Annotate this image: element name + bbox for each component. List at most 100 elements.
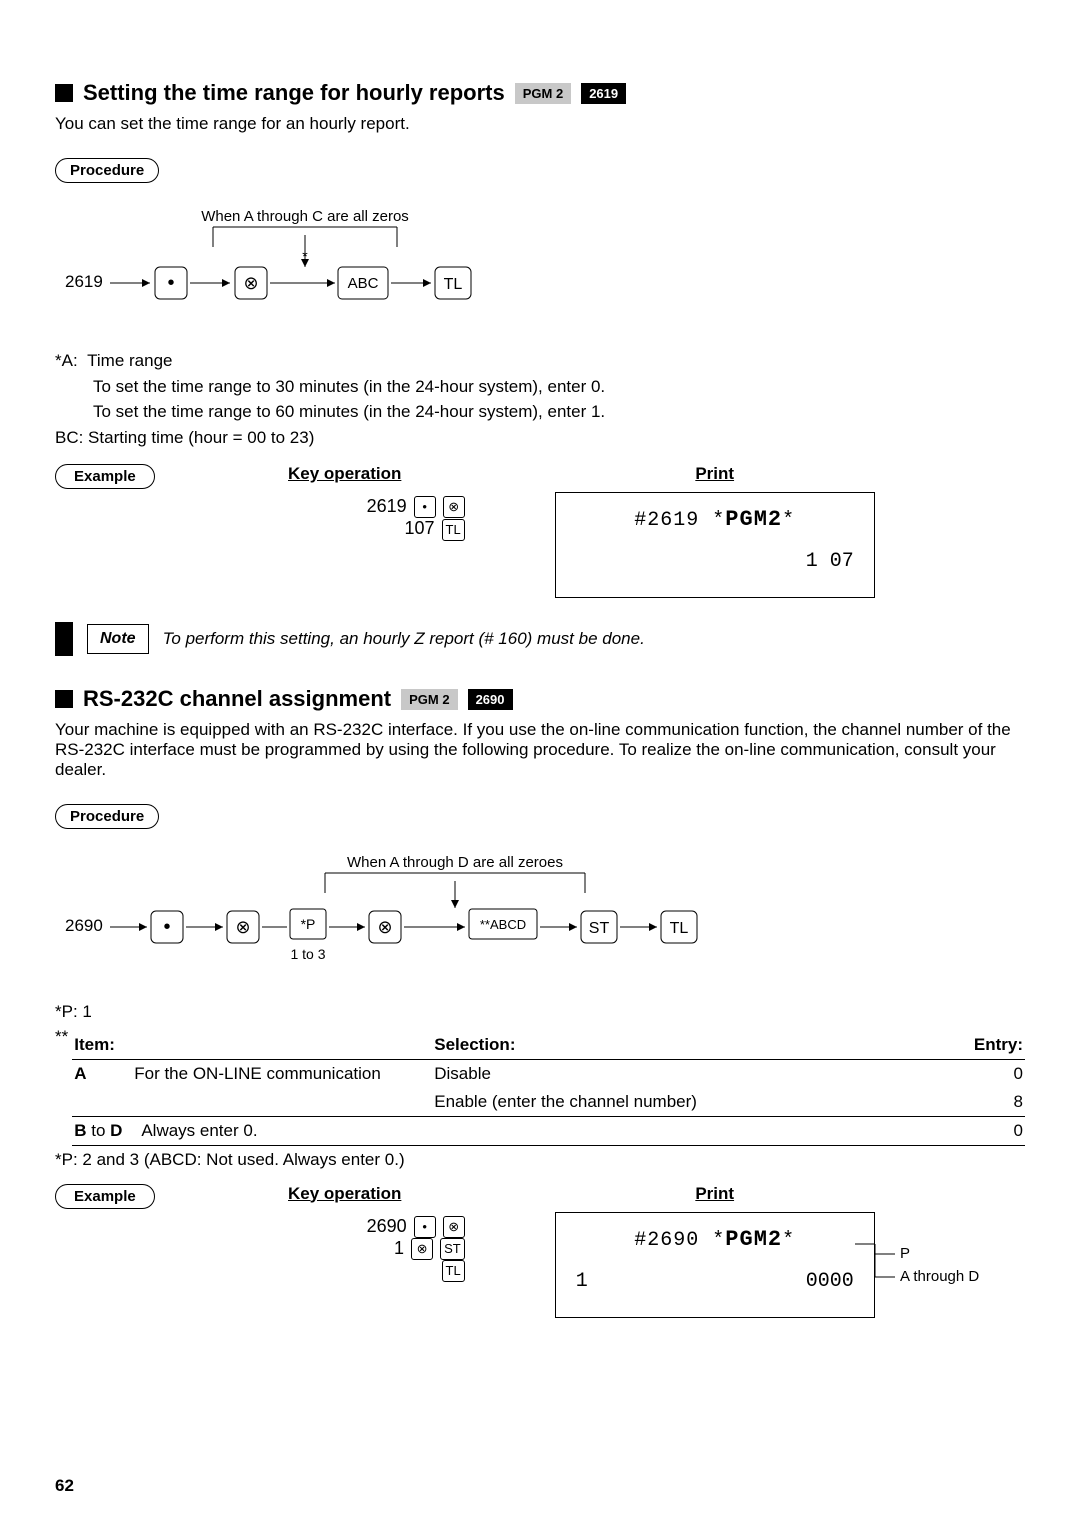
svg-text:ABC: ABC <box>348 275 379 292</box>
print-output-1: #2619 *PGM2* 1 07 <box>555 492 875 598</box>
table-row: Enable (enter the channel number) 8 <box>72 1088 1025 1117</box>
table-footnote: *P: 2 and 3 (ABCD: Not used. Always ente… <box>55 1150 1025 1170</box>
cell: Disable <box>432 1059 945 1088</box>
note-text: To perform this setting, an hourly Z rep… <box>163 629 645 649</box>
table-star: ** <box>55 1027 68 1047</box>
procedure-2-diagram: When A through D are all zeroes 2690 • ⊗… <box>55 853 1025 983</box>
print-output-2: #2690 *PGM2* 1 0000 <box>555 1212 875 1318</box>
svg-text:*: * <box>302 248 308 264</box>
svg-text:•: • <box>163 916 170 938</box>
page-number: 62 <box>55 1476 74 1496</box>
def-a-label: *A: <box>55 351 78 370</box>
x-key-icon: ⊗ <box>443 496 465 518</box>
th-entry: Entry: <box>945 1031 1025 1060</box>
dot-key-icon: • <box>414 496 436 518</box>
print-left: 1 <box>576 1270 588 1293</box>
cell: Always enter 0. <box>141 1121 257 1140</box>
svg-text:A through D: A through D <box>900 1268 979 1285</box>
square-icon <box>55 690 73 708</box>
th-item: Item: <box>72 1031 132 1060</box>
print-head: Print <box>555 1184 875 1204</box>
section-2-header: RS-232C channel assignment PGM 2 2690 <box>55 686 1025 712</box>
print-pgm: PGM2 <box>725 1227 782 1252</box>
section-1-definitions: *A: Time range To set the time range to … <box>55 348 1025 450</box>
example-1: Example Key operation 2619 • ⊗ 107 TL Pr… <box>55 464 1025 598</box>
svg-text:2619: 2619 <box>65 272 103 291</box>
annotation-lines: P A through D <box>855 1229 1005 1309</box>
procedure-label-2: Procedure <box>55 804 159 829</box>
section-1-title: Setting the time range for hourly report… <box>83 80 505 106</box>
print-value: 1 07 <box>576 550 854 573</box>
badge-code: 2690 <box>468 689 513 710</box>
def-a-line1: To set the time range to 30 minutes (in … <box>93 374 1025 400</box>
keyop-head: Key operation <box>195 464 495 484</box>
def-a-title: Time range <box>87 351 172 370</box>
svg-text:When A through D are all zeroe: When A through D are all zeroes <box>347 854 563 871</box>
print-pgm: PGM2 <box>725 507 782 532</box>
cell: 0 <box>945 1116 1025 1145</box>
svg-text:⊗: ⊗ <box>243 273 258 293</box>
cell: Enable (enter the channel number) <box>432 1088 945 1117</box>
th-selection: Selection: <box>432 1031 945 1060</box>
badge-pgm2: PGM 2 <box>515 83 571 104</box>
def-a-line2: To set the time range to 60 minutes (in … <box>93 399 1025 425</box>
section-2-intro: Your machine is equipped with an RS-232C… <box>55 720 1025 780</box>
svg-text:2690: 2690 <box>65 916 103 935</box>
procedure-1-diagram: When A through C are all zeros 2619 • ⊗ … <box>55 207 1025 332</box>
keyop-num: 2690 <box>367 1216 407 1236</box>
keyop-body-1: 2619 • ⊗ 107 TL <box>195 496 495 541</box>
cell: A <box>72 1059 132 1088</box>
selection-table: Item: Selection: Entry: A For the ON-LIN… <box>72 1031 1025 1146</box>
badge-pgm2: PGM 2 <box>401 689 457 710</box>
procedure-label: Procedure <box>55 158 159 183</box>
print-head: Print <box>555 464 875 484</box>
print-right: 0000 <box>806 1270 854 1293</box>
print-star: * <box>782 1229 795 1252</box>
cell: For the ON-LINE communication <box>132 1059 432 1088</box>
note-row: Note To perform this setting, an hourly … <box>55 622 1025 656</box>
st-key-icon: ST <box>440 1238 465 1260</box>
cell: D <box>110 1121 122 1140</box>
svg-text:TL: TL <box>670 920 689 937</box>
print-header-text: #2619 * <box>634 509 725 532</box>
example-2: Example Key operation 2690 • ⊗ 1 ⊗ ST TL… <box>55 1184 1025 1318</box>
section-1-intro: You can set the time range for an hourly… <box>55 114 1025 134</box>
svg-text:⊗: ⊗ <box>235 917 250 937</box>
section-1-header: Setting the time range for hourly report… <box>55 80 1025 106</box>
keyop-num-2: 107 <box>404 518 434 538</box>
table-row: B to D Always enter 0. 0 <box>72 1116 1025 1145</box>
print-header-text: #2690 * <box>634 1229 725 1252</box>
svg-text:P: P <box>900 1245 910 1262</box>
svg-text:ST: ST <box>589 920 610 937</box>
tl-key-icon: TL <box>442 1260 465 1282</box>
cell: 0 <box>945 1059 1025 1088</box>
x-key-icon: ⊗ <box>411 1238 433 1260</box>
svg-text:•: • <box>167 272 174 294</box>
dot-key-icon: • <box>414 1216 436 1238</box>
note-marker-icon <box>55 622 73 656</box>
cell: B <box>74 1121 86 1140</box>
x-key-icon: ⊗ <box>443 1216 465 1238</box>
svg-text:*P: *P <box>301 916 316 932</box>
keyop-head: Key operation <box>195 1184 495 1204</box>
example-label: Example <box>55 464 155 489</box>
svg-text:TL: TL <box>444 276 463 293</box>
svg-text:1 to 3: 1 to 3 <box>290 946 325 962</box>
keyop-num: 1 <box>394 1238 404 1258</box>
p1-line: *P: 1 <box>55 999 1025 1025</box>
tl-key-icon: TL <box>442 519 465 541</box>
square-icon <box>55 84 73 102</box>
table-row: A For the ON-LINE communication Disable … <box>72 1059 1025 1088</box>
svg-text:⊗: ⊗ <box>377 917 392 937</box>
cell: 8 <box>945 1088 1025 1117</box>
cell: to <box>87 1121 111 1140</box>
svg-text:**ABCD: **ABCD <box>480 917 526 932</box>
badge-code: 2619 <box>581 83 626 104</box>
keyop-num-1: 2619 <box>367 496 407 516</box>
note-label: Note <box>87 624 149 654</box>
example-label: Example <box>55 1184 155 1209</box>
section-2-title: RS-232C channel assignment <box>83 686 391 712</box>
keyop-body-2: 2690 • ⊗ 1 ⊗ ST TL <box>195 1216 495 1283</box>
def-bc: BC: Starting time (hour = 00 to 23) <box>55 425 1025 451</box>
print-star: * <box>782 509 795 532</box>
